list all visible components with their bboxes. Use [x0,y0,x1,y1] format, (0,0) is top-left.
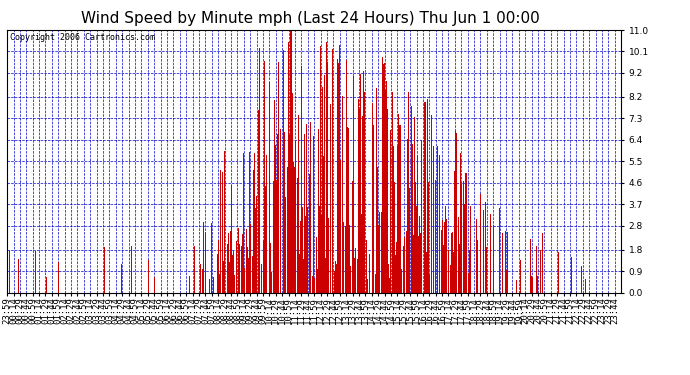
Text: Wind Speed by Minute mph (Last 24 Hours) Thu Jun 1 00:00: Wind Speed by Minute mph (Last 24 Hours)… [81,11,540,26]
Text: Copyright 2006 Cartronics.com: Copyright 2006 Cartronics.com [10,33,155,42]
